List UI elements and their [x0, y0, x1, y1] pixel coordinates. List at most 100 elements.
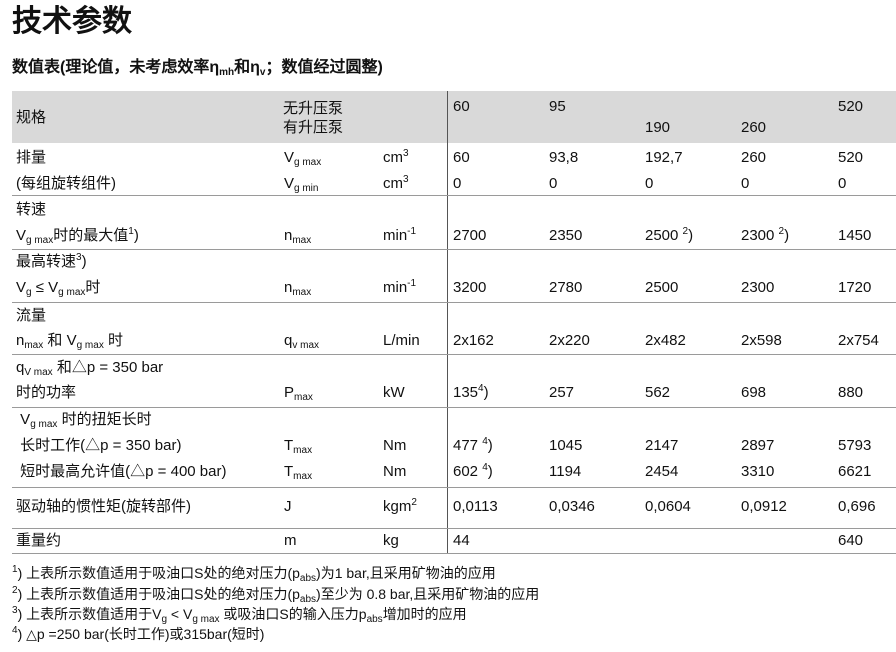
superscript: 4 [482, 436, 488, 447]
text-part: q [16, 359, 25, 376]
value-cell: 2350 [549, 226, 582, 246]
value-cell: 3310 [741, 462, 774, 482]
header-size: 520 [838, 98, 864, 115]
row-label: qV max 和△p = 350 bar [16, 358, 163, 378]
text-part: 时的最大值 [53, 227, 129, 244]
text-part: 2897 [741, 437, 775, 454]
text-part: 0 [645, 175, 654, 192]
text-part: 0,0113 [453, 498, 498, 515]
subscript: max [293, 445, 313, 456]
text-part: 260 [741, 149, 767, 166]
value-cell: 2x482 [645, 331, 686, 351]
value-cell: 6621 [838, 462, 871, 482]
value-cell: 2300 [741, 278, 774, 298]
superscript: 2 [411, 497, 417, 508]
text-part: 0,0346 [549, 498, 595, 515]
row-label: 排量 [16, 148, 46, 168]
text-part: 2147 [645, 437, 679, 454]
row-separator [12, 553, 896, 554]
text-part: 时的扭矩长时 [57, 411, 152, 428]
value-cell: 0,0346 [549, 497, 595, 517]
text-part: ) [688, 227, 694, 244]
row-label: 最高转速3) [16, 252, 87, 272]
text-part: 0,696 [838, 498, 876, 515]
superscript: 3 [403, 174, 409, 185]
row-unit: kgm2 [383, 497, 417, 517]
text-part: ) 上表所示数值适用于吸油口S处的绝对压力(p [17, 586, 300, 602]
row-symbol: qv max [284, 331, 319, 351]
subscript: g max [58, 287, 86, 298]
subscript: abs [299, 573, 317, 584]
value-cell: 60 [453, 148, 470, 168]
text-part: 2700 [453, 227, 487, 244]
text-part: kg [383, 532, 399, 549]
text-part: ) [483, 384, 489, 401]
value-cell: 257 [549, 383, 574, 403]
row-label: Vg max时的最大值1) [16, 226, 139, 246]
value-cell: 1720 [838, 278, 871, 298]
text-part: V [16, 279, 27, 296]
text-part: ) [81, 253, 87, 270]
text-part: 0 [549, 175, 558, 192]
row-separator [12, 195, 896, 196]
text-part: ) △p =250 bar(长时工作)或315bar(短时) [17, 626, 265, 642]
text-part: 2350 [549, 227, 583, 244]
footnote: 4) △p =250 bar(长时工作)或315bar(短时) [12, 624, 264, 644]
text-part: ) 上表所示数值适用于V [17, 606, 162, 622]
row-symbol: Tmax [284, 436, 312, 456]
text-part: P [284, 384, 295, 401]
row-label: 转速 [16, 200, 46, 220]
text-part: 2500 [645, 279, 679, 296]
value-cell: 520 [838, 148, 863, 168]
text-part: 短时最高允许值(△p = 400 bar) [16, 463, 227, 480]
footnote: 3) 上表所示数值适用于Vg < Vg max 或吸油口S的输入压力pabs增加… [12, 604, 467, 625]
row-symbol: J [284, 497, 292, 517]
subscript: max [24, 340, 44, 351]
row-label: Vg ≤ Vg max时 [16, 278, 100, 298]
text-part: ) [487, 437, 493, 454]
text-part: 192,7 [645, 149, 683, 166]
text-part: 长时工作(△p = 350 bar) [16, 437, 182, 454]
header-pump: 有升压泵 [283, 119, 344, 136]
header-pump: 无升压泵 [283, 100, 344, 117]
text-part: 排量 [16, 149, 47, 166]
text-part: 257 [549, 384, 575, 401]
text-part: ) [133, 227, 139, 244]
subscript: g max [294, 157, 322, 168]
text-part: 0,0604 [645, 498, 691, 515]
row-label: 重量约 [16, 531, 61, 551]
text-part: q [284, 332, 293, 349]
title: 技术参数 [12, 5, 132, 38]
text-part: 2x754 [838, 332, 879, 349]
text-part: 和η [234, 59, 260, 76]
text-part: 60 [453, 149, 470, 166]
text-part: 1720 [838, 279, 872, 296]
text-part: 1194 [549, 463, 582, 480]
subscript: max [292, 287, 312, 298]
value-cell: 0,696 [838, 497, 876, 517]
value-cell: 260 [741, 148, 766, 168]
subtitle: 数值表(理论值，未考虑效率ηmh和ηv；数值经过圆整) [12, 58, 383, 78]
text-part: 1450 [838, 227, 872, 244]
superscript: 1 [128, 226, 134, 237]
value-cell: 0 [645, 174, 653, 194]
text-part: 2x598 [741, 332, 782, 349]
text-part: 2454 [645, 463, 679, 480]
superscript: 2 [682, 226, 689, 237]
value-cell: 640 [838, 531, 863, 551]
text-part: 880 [838, 384, 864, 401]
footnote: 2) 上表所示数值适用于吸油口S处的绝对压力(pabs)至少为 0.8 bar,… [12, 584, 539, 605]
column-divider [447, 91, 448, 553]
text-part: J [284, 498, 292, 515]
text-part: kW [383, 384, 405, 401]
text-part: ) [784, 227, 790, 244]
value-cell: 3200 [453, 278, 486, 298]
subscript: v [259, 67, 266, 78]
row-symbol: Vg max [284, 148, 321, 168]
superscript: 3 [403, 148, 409, 159]
row-unit: Nm [383, 462, 406, 482]
text-part: n [16, 332, 25, 349]
text-part: 562 [645, 384, 671, 401]
subscript: v max [292, 340, 320, 351]
text-part: 3310 [741, 463, 775, 480]
